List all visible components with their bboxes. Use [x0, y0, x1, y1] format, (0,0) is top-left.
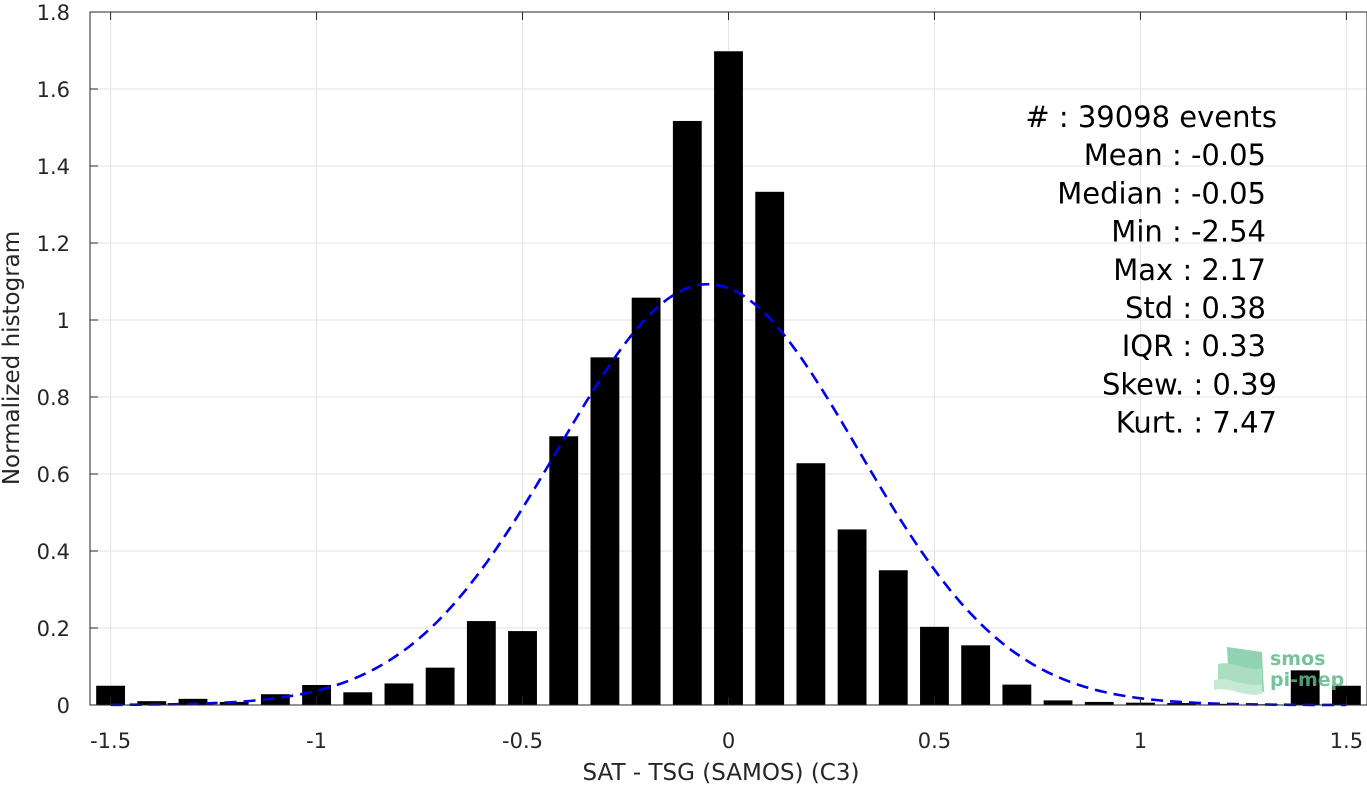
- histogram-bar: [1290, 670, 1320, 705]
- histogram-bar: [219, 701, 249, 705]
- y-tick-label: 1.8: [37, 1, 70, 25]
- histogram-bar: [343, 692, 373, 705]
- histogram-bar: [1167, 703, 1197, 705]
- histogram-bar: [178, 698, 208, 705]
- y-axis-ticks: 0 0.2 0.4 0.6 0.8 1 1.2 1.4 1.6 1.8: [37, 1, 98, 718]
- statistics-annotation: # : 39098 events Mean : -0.05 Median : -0.…: [1025, 100, 1277, 440]
- x-axis-title: SAT - TSG (SAMOS) (C3): [583, 760, 860, 785]
- histogram-bar: [796, 463, 826, 705]
- y-tick-label: 1: [57, 309, 70, 333]
- histogram-bar: [755, 191, 785, 706]
- x-tick-label: -0.5: [502, 729, 543, 753]
- histogram-bar: [137, 701, 167, 705]
- y-tick-label: 1.2: [37, 232, 70, 256]
- x-tick-label: 1.5: [1330, 729, 1363, 753]
- histogram-bar: [466, 621, 496, 705]
- histogram-bar: [920, 626, 949, 705]
- histogram-bar: [837, 529, 867, 705]
- stat-line: IQR : 0.33: [1122, 329, 1266, 363]
- histogram-bar: [961, 645, 991, 705]
- stat-line: Min : -2.54: [1111, 215, 1266, 249]
- x-axis-ticks: -1.5 -1 -0.5 0 0.5 1 1.5: [90, 12, 1363, 753]
- stat-line: # : 39098 events: [1025, 100, 1277, 134]
- histogram-bar: [1043, 700, 1073, 705]
- y-tick-label: 1.4: [37, 155, 70, 179]
- stat-line: Max : 2.17: [1113, 253, 1266, 287]
- stat-line: Mean : -0.05: [1084, 138, 1266, 172]
- histogram-bar: [878, 570, 908, 705]
- stat-line: Skew. : 0.39: [1102, 367, 1277, 401]
- histogram-bars: [96, 51, 1361, 706]
- histogram-bar: [590, 357, 620, 705]
- stat-line: Std : 0.38: [1125, 291, 1266, 325]
- x-tick-label: 0: [722, 729, 735, 753]
- histogram-bar: [425, 667, 455, 705]
- x-tick-label: -1: [306, 729, 327, 753]
- histogram-bar: [1002, 684, 1032, 705]
- y-tick-label: 0.4: [37, 540, 70, 564]
- y-tick-label: 0: [57, 694, 70, 718]
- histogram-bar: [384, 683, 414, 705]
- y-tick-label: 1.6: [37, 78, 70, 102]
- stat-line: Kurt. : 7.47: [1116, 406, 1277, 440]
- y-tick-label: 0.6: [37, 463, 70, 487]
- smos-wave-logo-icon: [1214, 647, 1264, 695]
- x-tick-label: -1.5: [90, 729, 131, 753]
- x-tick-label: 0.5: [918, 729, 951, 753]
- y-tick-label: 0.8: [37, 386, 70, 410]
- logo-line-2: pi-mep: [1270, 669, 1344, 691]
- histogram-bar: [672, 120, 702, 705]
- histogram-bar: [508, 631, 537, 705]
- histogram-bar: [260, 694, 290, 705]
- histogram-bar: [1208, 703, 1238, 705]
- y-tick-label: 0.2: [37, 617, 70, 641]
- histogram-bar: [549, 436, 579, 705]
- smos-pimep-logo: smos pi-mep: [1214, 647, 1344, 695]
- histogram-bar: [1084, 701, 1114, 705]
- x-tick-label: 1: [1134, 729, 1147, 753]
- histogram-bar: [96, 685, 126, 705]
- histogram-bar: [1331, 685, 1361, 705]
- logo-line-1: smos: [1270, 648, 1325, 670]
- stat-line: Median : -0.05: [1057, 176, 1266, 210]
- histogram-bar: [714, 51, 743, 705]
- histogram-bar: [631, 297, 661, 705]
- y-axis-title: Normalized histogram: [0, 231, 25, 485]
